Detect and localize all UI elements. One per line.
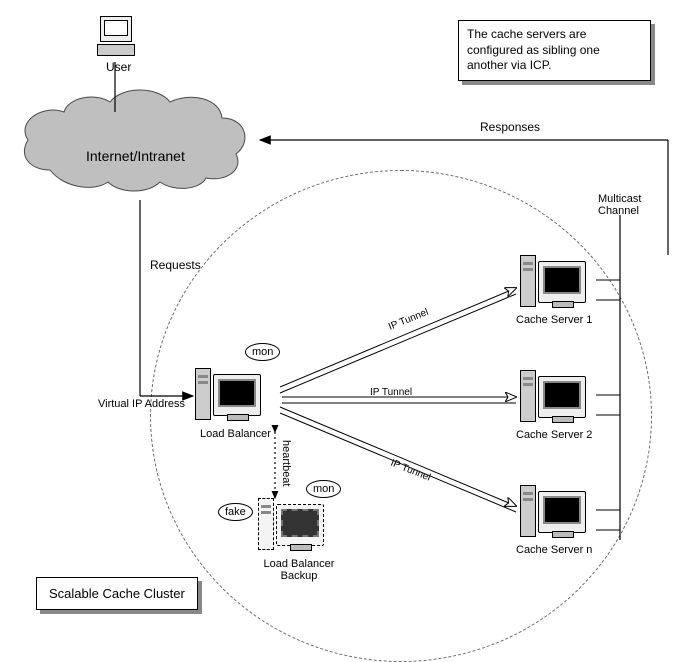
requests-label: Requests <box>150 258 201 272</box>
tower-icon <box>195 368 211 420</box>
user-monitor-icon <box>100 16 132 42</box>
cache-server-n-label: Cache Server n <box>516 544 592 556</box>
title-box: Scalable Cache Cluster <box>36 577 198 610</box>
user-base-icon <box>97 44 135 56</box>
cache-server-1-label: Cache Server 1 <box>516 314 592 326</box>
multicast-label: Multicast Channel <box>598 193 653 217</box>
heartbeat-label: heartbeat <box>280 440 292 486</box>
monitor-icon <box>538 491 586 533</box>
tower-icon <box>520 370 536 422</box>
tower-icon <box>520 255 536 307</box>
backup-tower-icon <box>258 498 274 550</box>
info-box: The cache servers are configured as sibl… <box>458 20 651 81</box>
multicast-text: Multicast Channel <box>598 193 653 217</box>
lb-backup-label: Load Balancer Backup <box>254 558 344 582</box>
load-balancer-label: Load Balancer <box>200 428 271 440</box>
vip-label: Virtual IP Address <box>98 398 185 410</box>
monitor-icon <box>538 261 586 303</box>
user-label: User <box>106 60 131 74</box>
cloud-label: Internet/Intranet <box>86 148 185 164</box>
monitor-icon <box>213 374 261 416</box>
responses-label: Responses <box>480 120 540 134</box>
monitor-icon <box>538 376 586 418</box>
fake-badge: fake <box>218 503 253 521</box>
cache-server-2-label: Cache Server 2 <box>516 429 592 441</box>
tower-icon <box>520 485 536 537</box>
cloud-shape <box>24 90 245 191</box>
user-node <box>96 16 136 56</box>
backup-monitor-icon <box>276 504 324 546</box>
